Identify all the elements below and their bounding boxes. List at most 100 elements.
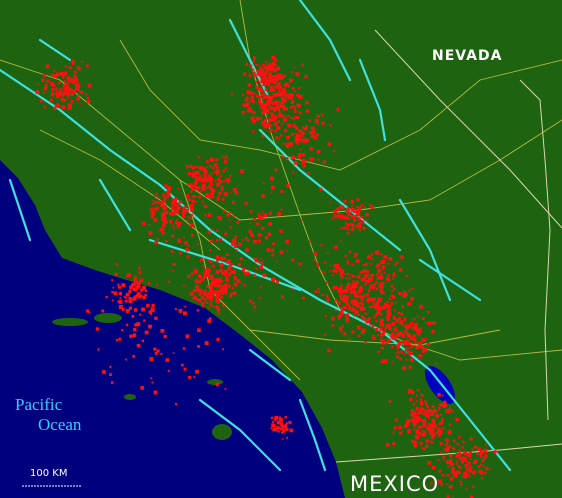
quake-dot [353,215,356,218]
quake-dot [304,138,307,141]
quake-dot [355,224,360,229]
quake-dot [272,427,276,432]
quake-dot [52,74,56,78]
quake-dot [171,212,175,216]
quake-dot [419,434,422,437]
quake-dot [273,115,278,120]
quake-dot [247,239,250,242]
quake-dot [388,326,392,331]
quake-dot [229,272,231,275]
quake-dot [279,134,283,137]
quake-dot [398,425,402,430]
quake-dot [154,200,158,204]
quake-dot [403,352,406,355]
quake-dot [370,252,373,255]
quake-dot [258,87,262,91]
quake-dot [420,442,423,445]
quake-dot [370,306,373,308]
quake-dot [291,258,294,262]
quake-dot [85,64,89,68]
quake-dot [399,431,402,435]
quake-dot [227,179,231,183]
quake-dot [402,366,407,371]
quake-dot [402,335,405,338]
quake-dot [75,87,79,91]
quake-dot [445,447,450,452]
quake-dot [223,283,227,288]
quake-dot [203,291,206,294]
quake-dot [111,299,114,302]
quake-dot [350,284,353,287]
quake-dot [326,252,329,254]
quake-dot [417,431,421,435]
quake-dot [469,437,473,441]
quake-dot [332,269,336,273]
quake-dot [315,133,319,137]
quake-dot [391,346,394,349]
quake-dot [258,296,261,299]
quake-dot [380,285,384,289]
quake-dot [121,307,125,311]
quake-dot [465,461,468,464]
quake-dot [205,293,210,298]
quake-dot [258,213,261,216]
quake-dot [472,471,476,475]
quake-dot [213,305,216,308]
quake-dot [380,361,383,364]
quake-dot [364,341,367,344]
quake-dot [225,275,228,278]
quake-dot [317,123,319,125]
quake-dot [128,297,132,301]
quake-dot [236,279,241,283]
quake-dot [355,305,359,309]
quake-dot [163,197,167,201]
quake-dot [206,187,209,190]
quake-dot [155,192,158,196]
quake-dot [286,135,290,140]
quake-dot [468,475,471,478]
quake-dot [314,119,319,123]
quake-dot [406,327,408,329]
quake-dot [204,269,207,272]
quake-dot [204,290,207,293]
quake-dot [204,341,209,345]
quake-dot [268,119,272,123]
ocean-label: Ocean [38,415,82,434]
quake-dot [412,420,417,425]
quake-dot [256,222,260,226]
quake-dot [268,128,273,133]
quake-dot [148,224,151,226]
quake-dot [148,324,152,329]
quake-dot [441,418,444,421]
quake-dot [447,439,450,442]
quake-dot [118,337,122,341]
quake-dot [393,426,397,430]
quake-dot [270,76,274,80]
quake-dot [381,306,386,310]
quake-dot [274,122,278,126]
quake-dot [137,295,142,299]
quake-dot [191,199,195,203]
quake-dot [354,310,359,314]
quake-dot [294,132,297,135]
quake-dot [141,307,145,312]
quake-dot [347,305,351,309]
quake-dot [386,325,390,329]
quake-dot [153,195,156,197]
quake-dot [206,285,209,288]
quake-dot [101,309,105,313]
quake-dot [283,117,287,122]
quake-dot [70,78,74,82]
quake-dot [440,451,442,454]
quake-dot [229,294,233,298]
quake-dot [367,255,371,259]
quake-dot [446,460,450,464]
quake-dot [284,423,287,426]
quake-dot [377,334,380,337]
quake-dot [302,138,305,141]
quake-dot [267,76,270,79]
quake-dot [118,300,123,304]
quake-dot [367,317,371,321]
quake-dot [224,269,228,274]
